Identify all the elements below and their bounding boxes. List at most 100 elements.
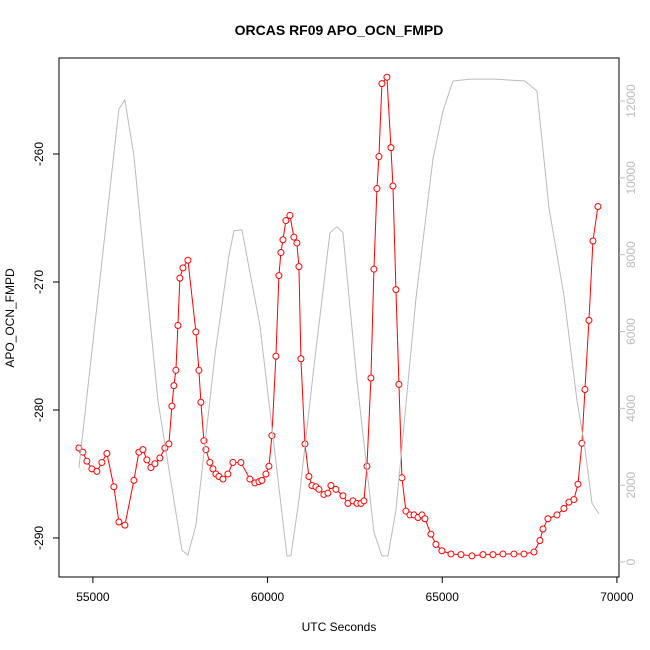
data-point — [209, 465, 217, 473]
y2-tick-label: 10000 — [624, 161, 638, 195]
data-point — [315, 485, 323, 493]
data-point — [332, 485, 340, 493]
data-point — [594, 202, 602, 210]
x-tick-label: 55000 — [76, 590, 110, 604]
data-point — [339, 492, 347, 500]
data-point — [83, 457, 91, 465]
y-tick-label: -260 — [32, 142, 46, 166]
y2-tick-label: 8000 — [624, 241, 638, 268]
data-point — [179, 264, 187, 272]
data-point — [585, 316, 593, 324]
data-point — [539, 525, 547, 533]
data-point — [544, 515, 552, 523]
data-point — [378, 80, 386, 88]
data-point — [165, 440, 173, 448]
data-point — [432, 540, 440, 548]
data-point — [370, 265, 378, 273]
data-point — [421, 515, 429, 523]
data-point — [290, 233, 298, 241]
y2-tick-label: 0 — [624, 558, 638, 565]
data-point — [75, 444, 83, 452]
data-point — [168, 402, 176, 410]
data-point — [373, 185, 381, 193]
data-point — [219, 475, 227, 483]
data-point — [398, 474, 406, 482]
data-point — [395, 380, 403, 388]
data-point — [156, 454, 164, 462]
data-point — [553, 511, 561, 519]
y-tick-label: -280 — [32, 398, 46, 422]
plot-frame — [58, 57, 620, 578]
y-axis-label: APO_OCN_FMPD — [3, 268, 17, 368]
y2-tick-label: 6000 — [624, 318, 638, 345]
data-point — [489, 551, 497, 559]
y2-tick-label: 12000 — [624, 84, 638, 118]
data-point — [457, 551, 465, 559]
data-point — [258, 476, 266, 484]
x-tick-label: 70000 — [600, 590, 634, 604]
series-line — [78, 75, 599, 557]
data-point — [130, 476, 138, 484]
data-point — [98, 458, 106, 466]
data-point — [387, 144, 395, 152]
data-point — [581, 385, 589, 393]
data-point — [121, 521, 129, 529]
data-point — [195, 366, 203, 374]
data-point — [560, 505, 568, 513]
data-point — [510, 550, 518, 558]
data-point — [246, 475, 254, 483]
y-tick-label: -270 — [32, 270, 46, 294]
data-point — [206, 458, 214, 466]
data-point — [297, 355, 305, 363]
data-point — [272, 352, 280, 360]
data-point — [103, 449, 111, 457]
data-point — [570, 496, 578, 504]
data-point — [172, 366, 180, 374]
series-line — [78, 78, 600, 557]
data-point — [262, 470, 270, 478]
data-point — [499, 550, 507, 558]
data-point — [305, 473, 313, 481]
data-point — [170, 382, 178, 390]
data-point — [360, 497, 368, 505]
data-point — [192, 328, 200, 336]
x-tick-label: 60000 — [251, 590, 285, 604]
data-point — [197, 398, 205, 406]
x-tick-label: 65000 — [426, 590, 460, 604]
y-tick-label: -290 — [32, 526, 46, 550]
data-point — [375, 153, 383, 161]
data-point — [447, 550, 455, 558]
data-point — [427, 530, 435, 538]
data-point — [93, 467, 101, 475]
data-point — [268, 432, 276, 440]
chart-title: ORCAS RF09 APO_OCN_FMPD — [235, 22, 444, 38]
data-point — [237, 458, 245, 466]
data-point — [286, 211, 294, 219]
data-point — [143, 456, 151, 464]
data-point — [389, 182, 397, 190]
data-point — [468, 552, 476, 560]
y2-tick-label: 2000 — [624, 472, 638, 499]
data-point — [574, 480, 582, 488]
data-point — [151, 460, 159, 468]
data-point — [174, 321, 182, 329]
data-point — [479, 551, 487, 559]
data-point — [392, 286, 400, 294]
data-point — [383, 73, 391, 81]
data-point — [110, 483, 118, 491]
data-point — [520, 550, 528, 558]
x-axis-label: UTC Seconds — [302, 620, 377, 634]
data-point — [327, 481, 335, 489]
data-point — [265, 462, 273, 470]
data-point — [589, 237, 597, 245]
data-point — [176, 274, 184, 282]
data-point — [438, 547, 446, 555]
data-point — [282, 217, 290, 225]
data-point — [324, 489, 332, 497]
data-point — [530, 548, 538, 556]
data-point — [275, 272, 283, 280]
data-point — [293, 239, 301, 247]
data-point — [139, 446, 147, 454]
data-point — [536, 537, 544, 545]
